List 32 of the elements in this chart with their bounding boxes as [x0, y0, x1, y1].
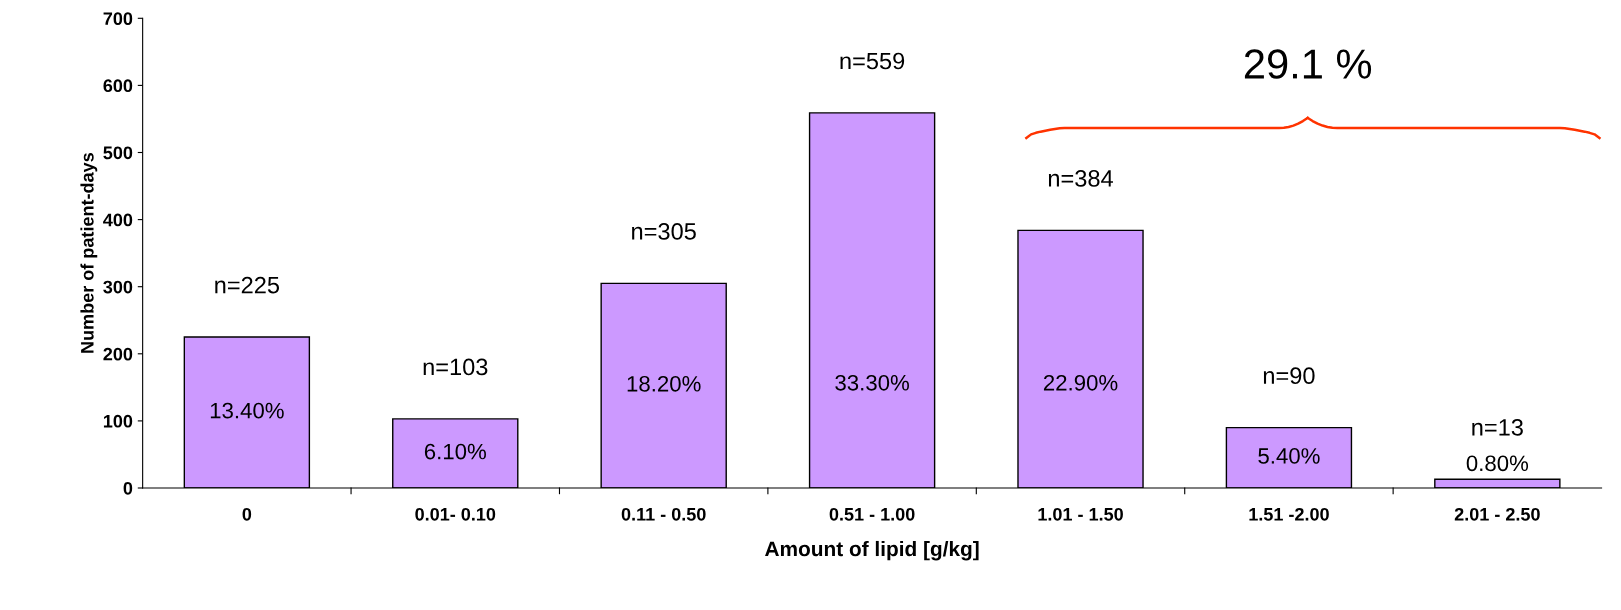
y-tick-label: 600 [103, 79, 133, 93]
y-axis-title: Number of patient-days [80, 153, 98, 353]
y-tick-label: 400 [103, 213, 133, 227]
x-tick-label: 0.11 - 0.50 [621, 507, 706, 521]
x-tick-label: 0 [242, 507, 252, 521]
x-tick-label: 0.51 - 1.00 [829, 507, 915, 521]
data-label: n=13 [1472, 419, 1523, 436]
x-tick-label: 0.01- 0.10 [415, 507, 496, 521]
annotation: 5.40% [1258, 448, 1320, 464]
y-tick-label: 0 [123, 481, 133, 495]
data-label: n=225 [215, 276, 280, 294]
annotation: 29.1 % [1244, 49, 1372, 79]
data-label: n=305 [632, 223, 696, 240]
annotation: 18.20% [627, 375, 701, 392]
annotation: 6.10% [424, 443, 486, 460]
y-tick-label: 700 [103, 12, 133, 26]
y-tick-label: 100 [103, 414, 133, 428]
annotation: 22.90% [1043, 374, 1118, 391]
annotation: 13.40% [210, 402, 284, 419]
data-label: n=384 [1048, 170, 1113, 187]
x-tick-label: 1.01 - 1.50 [1038, 507, 1123, 521]
y-tick-label: 200 [103, 347, 133, 361]
annotation: 33.30% [835, 374, 909, 391]
data-label: n=90 [1263, 367, 1315, 385]
x-axis-title: Amount of lipid [g/kg] [765, 540, 979, 561]
x-tick-label: 1.51 -2.00 [1249, 507, 1329, 521]
data-label: n=103 [423, 358, 488, 376]
y-tick-label: 500 [103, 146, 133, 160]
y-tick-label: 300 [103, 280, 133, 294]
annotation: 0.80% [1466, 455, 1529, 472]
data-label: n=559 [840, 52, 905, 70]
x-tick-label: 2.01 - 2.50 [1454, 507, 1540, 521]
